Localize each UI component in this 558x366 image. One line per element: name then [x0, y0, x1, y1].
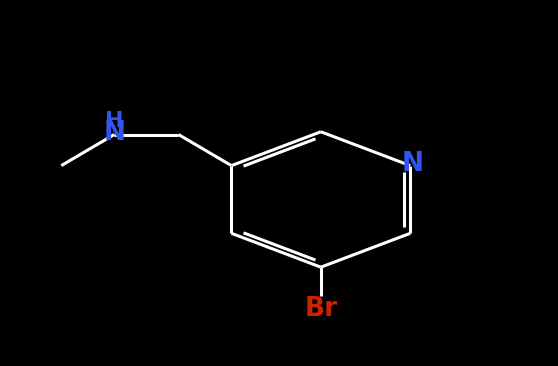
Text: H: H — [105, 111, 123, 131]
Text: N: N — [103, 120, 125, 146]
Text: Br: Br — [304, 295, 338, 322]
Text: N: N — [402, 151, 424, 177]
